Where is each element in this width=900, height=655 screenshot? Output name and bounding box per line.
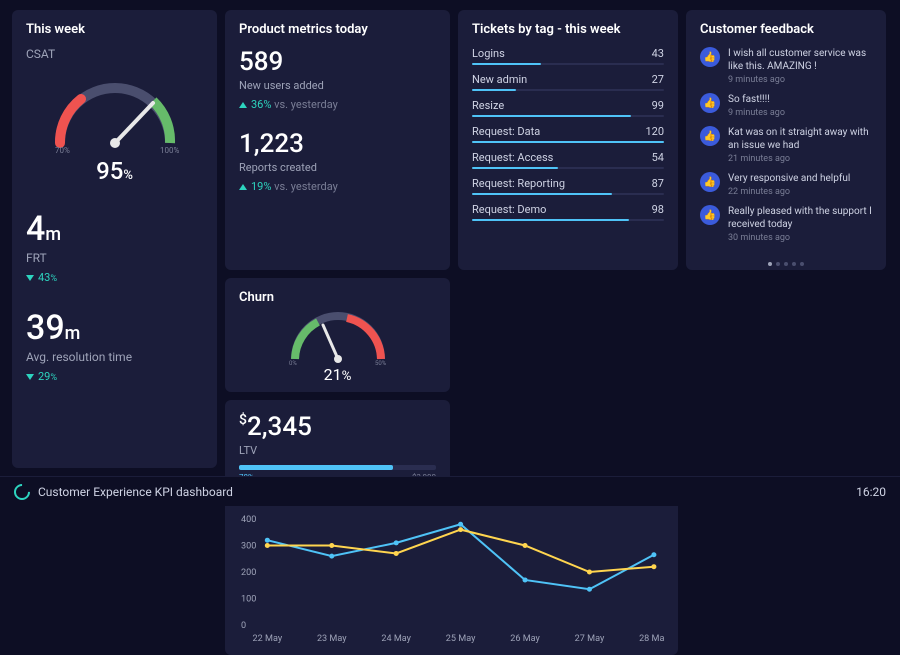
svg-text:22 May: 22 May	[253, 634, 283, 643]
svg-text:23 May: 23 May	[317, 634, 347, 643]
art-value: 39m	[26, 308, 203, 348]
thumbs-up-icon: 👍	[700, 205, 720, 225]
frt-delta: 43%	[26, 271, 203, 284]
reports-value: 1,223	[239, 129, 436, 159]
tags-card: Tickets by tag - this week Logins43 New …	[458, 10, 678, 270]
svg-text:26 May: 26 May	[510, 634, 540, 643]
thumbs-up-icon: 👍	[700, 93, 720, 113]
tickets-line-chart: Received Solved 010020030040022 May23 Ma…	[239, 513, 664, 643]
csat-label: CSAT	[26, 47, 203, 61]
feedback-item: 👍 Kat was on it straight away with an is…	[700, 126, 872, 164]
churn-card: Churn 0% 50% 21%	[225, 278, 450, 392]
csat-value: 95%	[26, 157, 203, 185]
users-delta: 36% vs. yesterday	[239, 98, 436, 111]
svg-text:200: 200	[241, 568, 256, 578]
product-metrics-card: Product metrics today 589 New users adde…	[225, 10, 450, 270]
dashboard-title: Customer Experience KPI dashboard	[38, 485, 233, 499]
tag-row: Request: Data120	[472, 125, 664, 138]
pagination-dots[interactable]	[700, 251, 872, 270]
tag-row: Request: Access54	[472, 151, 664, 164]
tag-row: Logins43	[472, 47, 664, 60]
churn-title: Churn	[239, 290, 436, 305]
feedback-item: 👍 I wish all customer service was like t…	[700, 47, 872, 85]
arrow-down-icon	[26, 374, 34, 380]
svg-text:27 May: 27 May	[575, 634, 605, 643]
tag-row: Resize99	[472, 99, 664, 112]
logo-icon	[11, 480, 34, 503]
tag-row: New admin27	[472, 73, 664, 86]
svg-text:100: 100	[241, 595, 256, 605]
ltv-label: LTV	[239, 444, 436, 457]
csat-gauge: 70% 100%	[45, 73, 185, 153]
svg-text:24 May: 24 May	[381, 634, 411, 643]
feedback-title: Customer feedback	[700, 22, 872, 37]
svg-text:0%: 0%	[289, 360, 297, 365]
tags-title: Tickets by tag - this week	[472, 22, 664, 37]
thumbs-up-icon: 👍	[700, 172, 720, 192]
art-delta: 29%	[26, 370, 203, 383]
thumbs-up-icon: 👍	[700, 47, 720, 67]
clock: 16:20	[856, 485, 886, 499]
feedback-item: 👍 So fast!!!!9 minutes ago	[700, 93, 872, 118]
churn-value: 21%	[239, 365, 436, 384]
svg-text:0: 0	[241, 621, 246, 631]
svg-text:300: 300	[241, 542, 256, 552]
arrow-up-icon	[239, 102, 247, 108]
arrow-down-icon	[26, 275, 34, 281]
arrow-up-icon	[239, 184, 247, 190]
svg-text:25 May: 25 May	[446, 634, 476, 643]
reports-label: Reports created	[239, 161, 436, 174]
footer-bar: Customer Experience KPI dashboard 16:20	[0, 476, 900, 506]
ltv-progress-bar	[239, 465, 436, 470]
art-label: Avg. resolution time	[26, 350, 203, 364]
this-week-card: This week CSAT 70% 100% 95% 4m FRT 43% 3…	[12, 10, 217, 468]
users-label: New users added	[239, 79, 436, 92]
svg-text:28 May: 28 May	[639, 634, 664, 643]
svg-text:400: 400	[241, 515, 256, 525]
frt-label: FRT	[26, 251, 203, 265]
users-value: 589	[239, 47, 436, 77]
ltv-value: $2,345	[239, 412, 436, 442]
this-week-title: This week	[26, 22, 203, 37]
product-title: Product metrics today	[239, 22, 436, 37]
tag-row: Request: Reporting87	[472, 177, 664, 190]
reports-delta: 19% vs. yesterday	[239, 180, 436, 193]
thumbs-up-icon: 👍	[700, 126, 720, 146]
feedback-item: 👍 Very responsive and helpful22 minutes …	[700, 172, 872, 197]
feedback-card: Customer feedback 👍 I wish all customer …	[686, 10, 886, 270]
svg-text:50%: 50%	[375, 360, 387, 365]
svg-text:70%: 70%	[55, 146, 70, 153]
tag-row: Request: Demo98	[472, 203, 664, 216]
svg-text:100%: 100%	[160, 146, 179, 153]
frt-value: 4m	[26, 209, 203, 249]
feedback-item: 👍 Really pleased with the support I rece…	[700, 205, 872, 243]
